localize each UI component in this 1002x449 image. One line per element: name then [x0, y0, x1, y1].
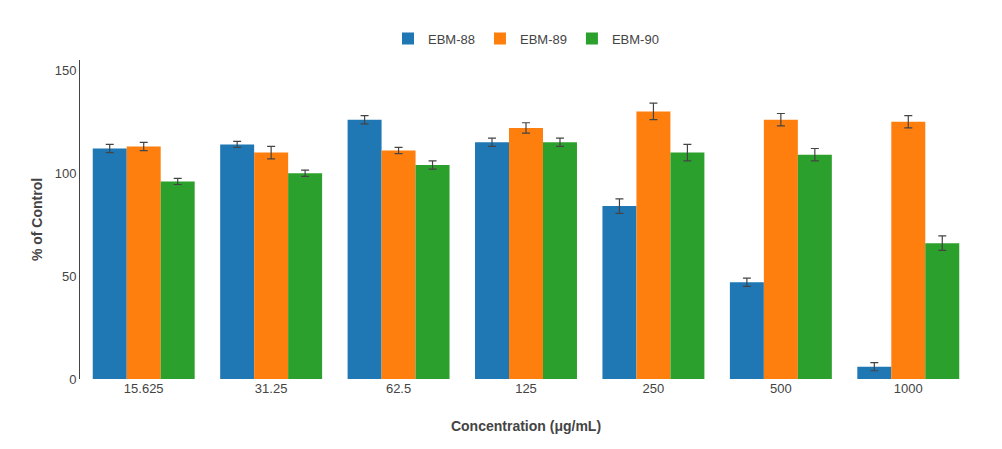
svg-text:31.25: 31.25	[255, 381, 288, 396]
svg-text:500: 500	[770, 381, 792, 396]
svg-text:100: 100	[55, 166, 77, 181]
svg-text:150: 150	[55, 63, 77, 78]
svg-text:0: 0	[69, 372, 76, 387]
svg-text:125: 125	[515, 381, 537, 396]
svg-text:250: 250	[643, 381, 665, 396]
svg-text:15.625: 15.625	[124, 381, 164, 396]
svg-text:% of Control: % of Control	[29, 178, 45, 261]
svg-text:1000: 1000	[894, 381, 923, 396]
svg-text:62.5: 62.5	[386, 381, 411, 396]
svg-text:EBM-89: EBM-89	[520, 32, 567, 47]
svg-text:EBM-88: EBM-88	[428, 32, 475, 47]
svg-text:EBM-90: EBM-90	[612, 32, 659, 47]
svg-text:50: 50	[62, 269, 76, 284]
svg-text:Concentration (μg/mL): Concentration (μg/mL)	[451, 418, 601, 434]
